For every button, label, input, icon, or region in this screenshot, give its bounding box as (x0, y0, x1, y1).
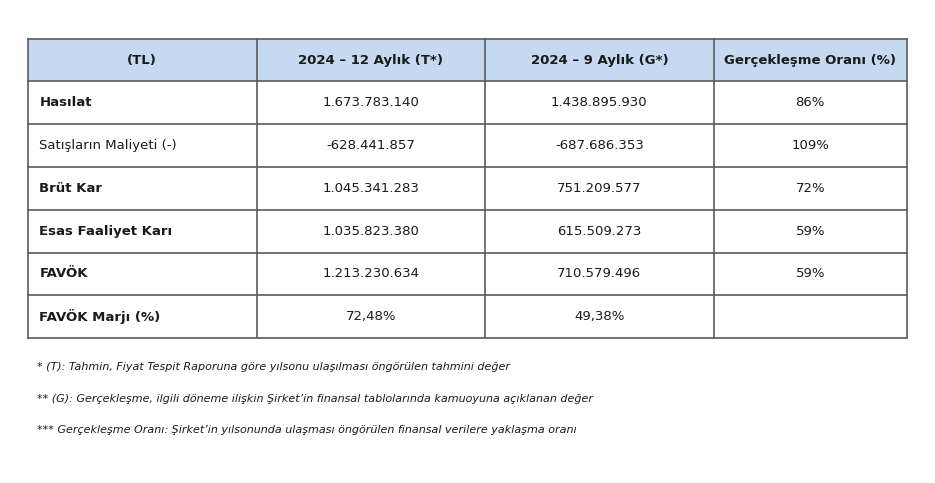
Text: 1.673.783.140: 1.673.783.140 (323, 96, 419, 109)
Text: 2024 – 9 Aylık (G*): 2024 – 9 Aylık (G*) (530, 54, 669, 67)
Bar (28, 253, 907, 295)
Bar (28, 82, 907, 124)
Text: 1.035.823.380: 1.035.823.380 (323, 225, 419, 238)
Text: Satışların Maliyeti (-): Satışların Maliyeti (-) (39, 139, 177, 152)
Bar (28, 124, 907, 167)
Text: 1.045.341.283: 1.045.341.283 (323, 182, 419, 195)
Text: FAVÖK: FAVÖK (39, 268, 88, 281)
Text: ** (G): Gerçekleşme, ilgili döneme ilişkin Şirket’in finansal tablolarında kamuo: ** (G): Gerçekleşme, ilgili döneme ilişk… (37, 394, 594, 404)
Text: 49,38%: 49,38% (574, 310, 625, 323)
Text: * (T): Tahmin, Fiyat Tespit Raporuna göre yılsonu ulaşılması öngörülen tahmini d: * (T): Tahmin, Fiyat Tespit Raporuna gör… (37, 362, 511, 372)
Text: 109%: 109% (791, 139, 829, 152)
Text: 59%: 59% (796, 225, 825, 238)
Text: 72,48%: 72,48% (346, 310, 396, 323)
Text: 710.579.496: 710.579.496 (557, 268, 641, 281)
Text: 2024 – 12 Aylık (T*): 2024 – 12 Aylık (T*) (298, 54, 443, 67)
Text: FAVÖK Marjı (%): FAVÖK Marjı (%) (39, 309, 161, 324)
Text: Hasılat: Hasılat (39, 96, 92, 109)
Bar (28, 295, 907, 338)
Text: 751.209.577: 751.209.577 (557, 182, 641, 195)
Text: Esas Faaliyet Karı: Esas Faaliyet Karı (39, 225, 172, 238)
Text: -628.441.857: -628.441.857 (326, 139, 415, 152)
Bar (28, 39, 907, 82)
Text: Brüt Kar: Brüt Kar (39, 182, 102, 195)
Text: *** Gerçekleşme Oranı: Şirket’in yılsonunda ulaşması öngörülen finansal verilere: *** Gerçekleşme Oranı: Şirket’in yılsonu… (37, 425, 577, 435)
Text: Gerçekleşme Oranı (%): Gerçekleşme Oranı (%) (725, 54, 897, 67)
Text: 86%: 86% (796, 96, 825, 109)
Text: 1.438.895.930: 1.438.895.930 (551, 96, 648, 109)
Text: 1.213.230.634: 1.213.230.634 (323, 268, 419, 281)
Text: (TL): (TL) (127, 54, 157, 67)
Text: 72%: 72% (796, 182, 825, 195)
Text: 615.509.273: 615.509.273 (557, 225, 641, 238)
Text: 59%: 59% (796, 268, 825, 281)
Bar (28, 210, 907, 253)
Bar (28, 167, 907, 210)
Text: -687.686.353: -687.686.353 (554, 139, 644, 152)
